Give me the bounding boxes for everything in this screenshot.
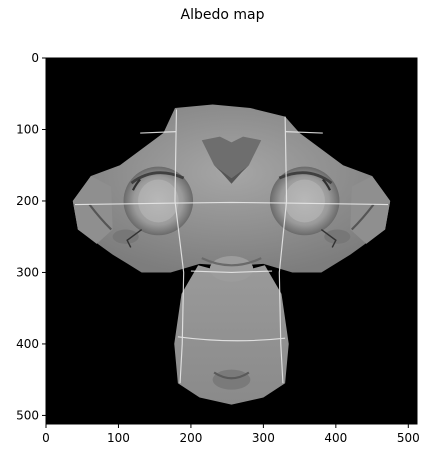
y-axis: 0 100 200 300 400 500 bbox=[16, 51, 46, 422]
chart-title: Albedo map bbox=[180, 7, 265, 23]
y-tick-label: 200 bbox=[16, 194, 39, 208]
x-tick-label: 100 bbox=[107, 431, 130, 445]
y-tick-label: 100 bbox=[16, 122, 39, 136]
nose bbox=[209, 255, 254, 282]
x-tick-label: 500 bbox=[397, 431, 420, 445]
albedo-texture bbox=[72, 104, 391, 405]
x-tick-label: 200 bbox=[179, 431, 202, 445]
x-tick-label: 300 bbox=[252, 431, 275, 445]
y-tick-label: 300 bbox=[16, 265, 39, 279]
y-tick-label: 500 bbox=[16, 408, 39, 422]
y-tick-label: 0 bbox=[31, 51, 39, 65]
x-axis: 0 100 200 300 400 500 bbox=[42, 424, 420, 445]
x-tick-label: 0 bbox=[42, 431, 50, 445]
chin-shape bbox=[174, 265, 289, 405]
uv-seams bbox=[74, 109, 389, 384]
axes-frame bbox=[45, 57, 418, 425]
forehead-groove bbox=[201, 136, 262, 179]
mouth bbox=[212, 369, 251, 390]
x-tick-label: 400 bbox=[324, 431, 347, 445]
y-tick-label: 400 bbox=[16, 337, 39, 351]
